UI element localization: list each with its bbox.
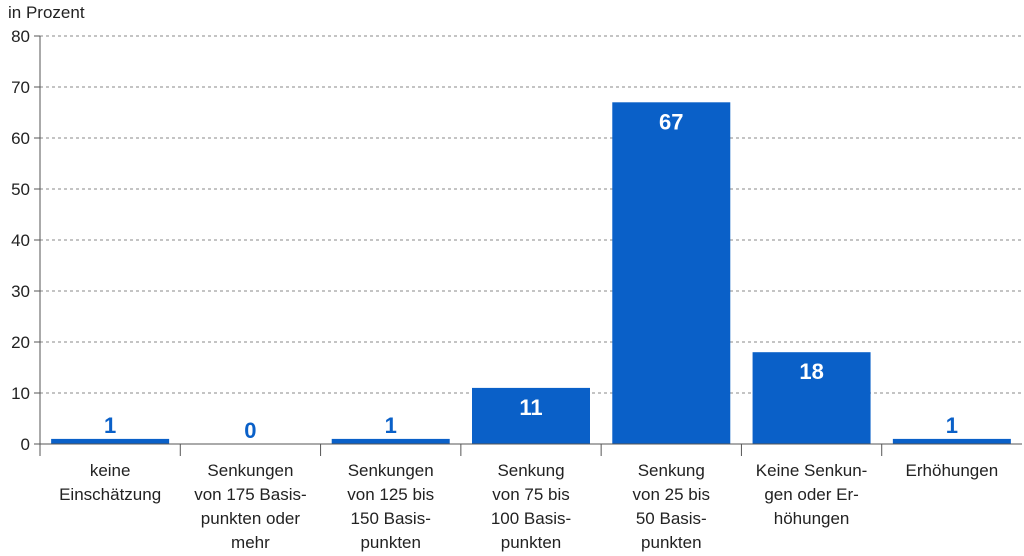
y-tick-label: 80 bbox=[11, 27, 30, 46]
x-category-label-line: Senkungen bbox=[207, 461, 293, 480]
x-category-label-line: 50 Basis- bbox=[636, 509, 707, 528]
axes bbox=[34, 35, 1022, 456]
x-category-label: Senkung von 75 bis 100 Basis-punkten bbox=[491, 461, 571, 552]
x-category-label-line: Senkungen bbox=[348, 461, 434, 480]
data-label: 67 bbox=[659, 109, 683, 134]
x-category-label: keine Einschätzung bbox=[59, 461, 161, 504]
y-tick-label: 0 bbox=[21, 435, 30, 454]
x-category-label-line: von 175 Basis- bbox=[194, 485, 306, 504]
bar bbox=[892, 438, 1011, 444]
data-label: 18 bbox=[799, 359, 823, 384]
x-category-label-line: punkten bbox=[360, 533, 421, 552]
x-category-label: Senkung von 25 bis 50 Basis-punkten bbox=[633, 461, 711, 552]
x-category-label-line: von 25 bis bbox=[633, 485, 711, 504]
x-category-label-line: gen oder Er- bbox=[764, 485, 859, 504]
y-tick-label: 60 bbox=[11, 129, 30, 148]
x-category-label-line: Einschätzung bbox=[59, 485, 161, 504]
data-label: 1 bbox=[104, 413, 116, 438]
bar bbox=[612, 102, 731, 445]
x-category-label-line: höhungen bbox=[774, 509, 850, 528]
bar bbox=[331, 438, 450, 444]
data-label: 1 bbox=[385, 413, 397, 438]
x-category-label-line: 150 Basis- bbox=[351, 509, 431, 528]
data-label: 11 bbox=[519, 395, 542, 420]
x-category-label-line: Senkung bbox=[497, 461, 564, 480]
gridlines bbox=[40, 35, 1022, 394]
y-tick-label: 70 bbox=[11, 78, 30, 97]
data-label: 0 bbox=[244, 418, 256, 443]
x-category-label-line: 100 Basis- bbox=[491, 509, 571, 528]
y-axis-unit-label: in Prozent bbox=[8, 3, 85, 22]
bars bbox=[51, 102, 1011, 445]
x-category-label-line: Senkung bbox=[638, 461, 705, 480]
x-category-label-line: von 75 bis bbox=[492, 485, 570, 504]
x-category-label-line: punkten bbox=[641, 533, 702, 552]
x-category-label-line: von 125 bis bbox=[347, 485, 434, 504]
y-tick-label: 50 bbox=[11, 180, 30, 199]
x-category-label: Keine Senkun-gen oder Er-höhungen bbox=[756, 461, 868, 528]
x-category-label-line: punkten bbox=[501, 533, 562, 552]
x-category-label-line: Erhöhungen bbox=[906, 461, 999, 480]
bar bbox=[472, 387, 590, 444]
x-category-label-line: punkten oder bbox=[201, 509, 301, 528]
labels: 0 10 20 30 40 50 60 70 80 1 keine Einschätzung 0 Senk… bbox=[11, 27, 998, 552]
x-category-label: Erhöhungen bbox=[906, 461, 999, 480]
y-tick-label: 40 bbox=[11, 231, 30, 250]
bar bbox=[752, 352, 871, 444]
x-category-label: Senkungen von 125 bis 150 Basis-punkten bbox=[347, 461, 434, 552]
y-tick-label: 30 bbox=[11, 282, 30, 301]
y-tick-label: 20 bbox=[11, 333, 30, 352]
y-tick-label: 10 bbox=[11, 384, 30, 403]
bar bbox=[51, 438, 170, 444]
x-category-label-line: Keine Senkun- bbox=[756, 461, 868, 480]
x-category-label-line: mehr bbox=[231, 533, 270, 552]
data-label: 1 bbox=[946, 413, 958, 438]
x-category-label-line: keine bbox=[90, 461, 131, 480]
x-category-label: Senkungen von 175 Basis-punkten oder mehr bbox=[194, 461, 306, 552]
